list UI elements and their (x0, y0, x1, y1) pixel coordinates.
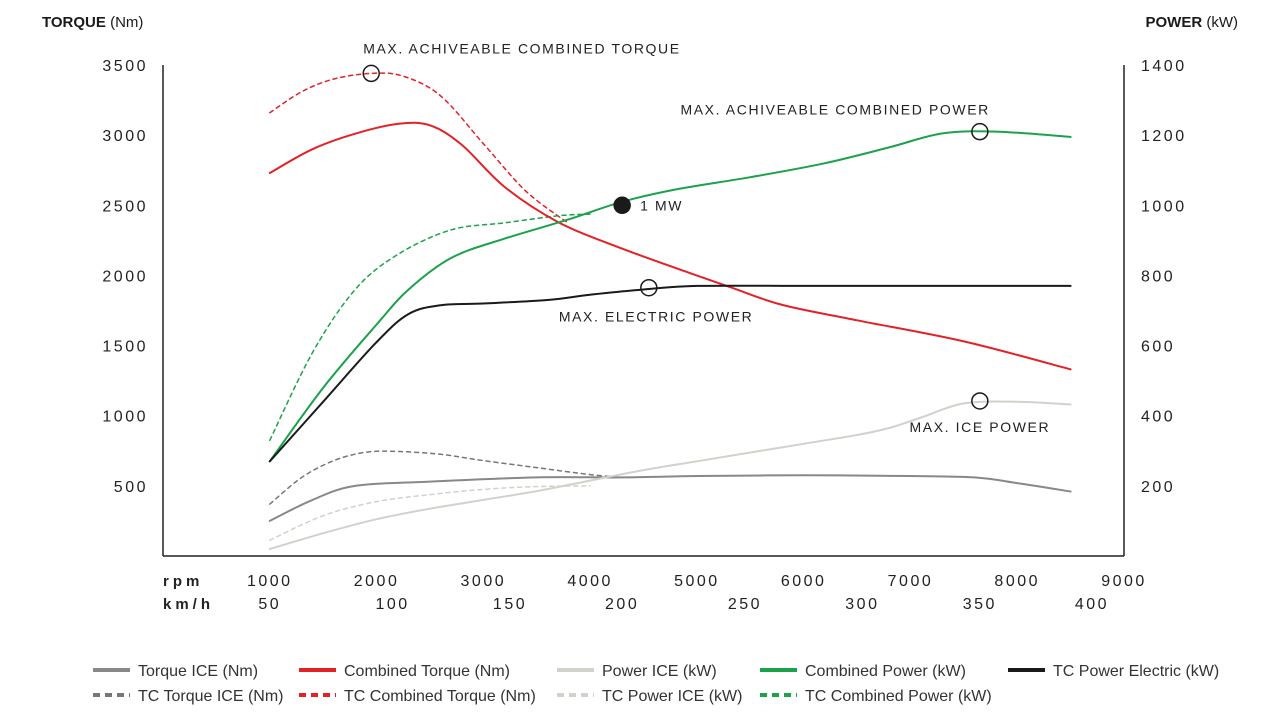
y-right-tick-800: 800 (1141, 268, 1175, 285)
x-kmh-tick-350: 350 (963, 596, 997, 613)
legend-item-tc-torque-ice-nm-dashed: TC Torque ICE (Nm) (93, 688, 284, 705)
marker-max-electric-power (640, 278, 658, 297)
y-right-axis-title-unit: (kW) (1206, 14, 1238, 31)
series-line-combined-power-kw (268, 130, 1072, 463)
x-kmh-row-label: km/h (163, 596, 214, 613)
marker-max-achiveable-combined-power (971, 122, 989, 141)
y-left-axis-title-unit: (Nm) (110, 14, 143, 31)
y-left-axis-title-bold: TORQUE (42, 14, 106, 31)
annotation-max-achiveable-combined-power: MAX. ACHIVEABLE COMBINED POWER (680, 102, 989, 118)
legend-item-combined-torque-nm: Combined Torque (Nm) (299, 663, 510, 680)
chart-markers: MAX. ACHIVEABLE COMBINED TORQUE MAX. ACHI… (362, 40, 1051, 435)
marker-1-mw (613, 196, 631, 215)
y-left-tick-500: 500 (114, 479, 148, 496)
y-right-tick-1200: 1200 (1141, 128, 1187, 145)
legend-label: Combined Power (kW) (805, 663, 966, 680)
y-left-tick-1500: 1500 (102, 339, 148, 356)
legend-item-tc-power-ice-kw-dashed: TC Power ICE (kW) (557, 688, 742, 705)
x-rpm-tick-6000: 6000 (781, 573, 827, 590)
legend-item-tc-combined-power-kw-dashed: TC Combined Power (kW) (760, 688, 992, 705)
y-right-tick-400: 400 (1141, 409, 1175, 426)
x-rpm-tick-labels: 1000 2000 3000 4000 5000 6000 7000 8000 9000 (247, 573, 1147, 590)
marker-max-achiveable-combined-torque (362, 64, 380, 83)
x-kmh-tick-150: 150 (493, 596, 527, 613)
y-left-tick-1000: 1000 (102, 409, 148, 426)
annotation-1-mw: 1 MW (640, 197, 683, 213)
y-left-tick-2000: 2000 (102, 268, 148, 285)
marker-max-ice-power (971, 392, 989, 410)
y-right-tick-200: 200 (1141, 479, 1175, 496)
x-kmh-tick-200: 200 (605, 596, 639, 613)
series-line-tc-combined-torque-nm-dashed (269, 72, 570, 225)
legend-label: TC Power Electric (kW) (1053, 663, 1219, 680)
y-left-tick-2500: 2500 (102, 198, 148, 215)
legend-item-tc-power-electric-kw: TC Power Electric (kW) (1008, 663, 1219, 680)
y-left-tick-3500: 3500 (102, 58, 148, 75)
x-rpm-tick-8000: 8000 (994, 573, 1040, 590)
legend-label: Combined Torque (Nm) (344, 663, 510, 680)
x-rpm-tick-1000: 1000 (247, 573, 293, 590)
legend-label: Power ICE (kW) (602, 663, 717, 680)
annotation-max-electric-power: MAX. ELECTRIC POWER (559, 309, 754, 325)
x-rpm-tick-9000: 9000 (1101, 573, 1147, 590)
y-right-tick-1000: 1000 (1141, 198, 1187, 215)
series-line-torque-ice-nm (268, 474, 1072, 522)
x-rpm-tick-7000: 7000 (888, 573, 934, 590)
legend-item-power-ice-kw: Power ICE (kW) (557, 663, 717, 680)
x-kmh-tick-labels: 50 100 150 200 250 300 350 400 (258, 596, 1109, 613)
annotation-max-ice-power: MAX. ICE POWER (910, 419, 1051, 435)
x-rpm-row-label: rpm (163, 573, 203, 590)
series-line-tc-combined-power-kw-dashed (269, 213, 591, 442)
annotation-max-achiveable-combined-torque: MAX. ACHIVEABLE COMBINED TORQUE (363, 40, 680, 56)
series-line-tc-power-ice-kw-dashed (269, 485, 591, 541)
x-kmh-tick-100: 100 (375, 596, 409, 613)
x-kmh-tick-50: 50 (258, 596, 281, 613)
x-rpm-tick-3000: 3000 (461, 573, 507, 590)
legend-label: TC Combined Torque (Nm) (344, 688, 536, 705)
series-line-tc-power-electric-kw (268, 284, 1072, 463)
x-kmh-tick-400: 400 (1075, 596, 1109, 613)
y-left-tick-3000: 3000 (102, 128, 148, 145)
legend-label: TC Power ICE (kW) (602, 688, 742, 705)
y-right-axis-title-bold: POWER (1146, 14, 1203, 31)
legend-item-combined-power-kw: Combined Power (kW) (760, 663, 966, 680)
legend: Torque ICE (Nm) Combined Torque (Nm) Power… (93, 663, 1219, 705)
y-right-tick-labels: 200 400 600 800 1000 1200 1400 (1141, 58, 1187, 496)
y-left-tick-labels: 500 1000 1500 2000 2500 3000 3500 (102, 58, 148, 496)
x-rpm-tick-5000: 5000 (674, 573, 720, 590)
legend-label: TC Combined Power (kW) (805, 688, 992, 705)
series-line-tc-torque-ice-nm-dashed (269, 450, 623, 505)
series-line-combined-torque-nm (268, 121, 1072, 371)
x-kmh-tick-300: 300 (845, 596, 879, 613)
legend-item-torque-ice-nm: Torque ICE (Nm) (93, 663, 258, 680)
legend-label: TC Torque ICE (Nm) (138, 688, 284, 705)
y-right-axis-title: POWER (kW) (1146, 14, 1239, 31)
y-right-tick-600: 600 (1141, 339, 1175, 356)
series-line-power-ice-kw (268, 400, 1072, 550)
x-rpm-tick-2000: 2000 (354, 573, 400, 590)
x-kmh-tick-250: 250 (728, 596, 762, 613)
legend-label: Torque ICE (Nm) (138, 663, 258, 680)
y-left-axis-title: TORQUE (Nm) (42, 14, 143, 31)
x-rpm-tick-4000: 4000 (567, 573, 613, 590)
legend-item-tc-combined-torque-nm-dashed: TC Combined Torque (Nm) (299, 688, 536, 705)
y-right-tick-1400: 1400 (1141, 58, 1187, 75)
